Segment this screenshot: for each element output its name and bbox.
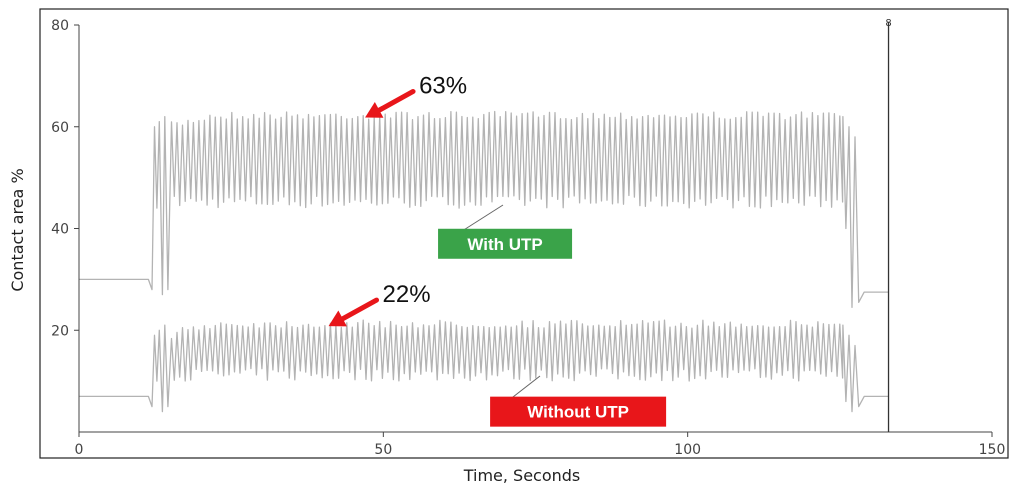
chart-outer-frame xyxy=(39,8,1009,459)
series-label-text: With UTP xyxy=(467,235,542,254)
series-label-badge xyxy=(490,396,667,427)
y-tick-label: 20 xyxy=(51,323,69,339)
annotation-arrowhead-0 xyxy=(365,101,384,118)
series-label-text: Without UTP xyxy=(527,403,629,422)
annotation-arrowhead-1 xyxy=(328,310,347,327)
x-tick-label: 0 xyxy=(75,442,84,458)
annotation-arrow-1 xyxy=(336,297,380,324)
y-tick-label: 40 xyxy=(51,222,69,238)
series-line-with-utp xyxy=(79,110,889,309)
y-tick-label: 80 xyxy=(51,18,69,34)
annotation-label-1: 22% xyxy=(383,281,431,308)
x-tick-label: 50 xyxy=(374,442,392,458)
series-line-without-utp xyxy=(79,319,889,413)
axes: 0 50 100 150 20 40 60 80 xyxy=(51,18,1005,458)
y-axis-title: Contact area % xyxy=(8,168,27,291)
y-tick-label: 60 xyxy=(51,120,69,136)
annotation-arrow-0 xyxy=(372,88,416,115)
x-tick-label: 150 xyxy=(979,442,1006,458)
plot-area xyxy=(79,110,889,413)
annotation-label-0: 63% xyxy=(419,72,467,99)
x-tick-label: 100 xyxy=(674,442,701,458)
series-label-badge xyxy=(438,228,573,259)
end-marker-label: 8 xyxy=(885,18,891,29)
x-axis-title: Time, Seconds xyxy=(463,466,581,485)
